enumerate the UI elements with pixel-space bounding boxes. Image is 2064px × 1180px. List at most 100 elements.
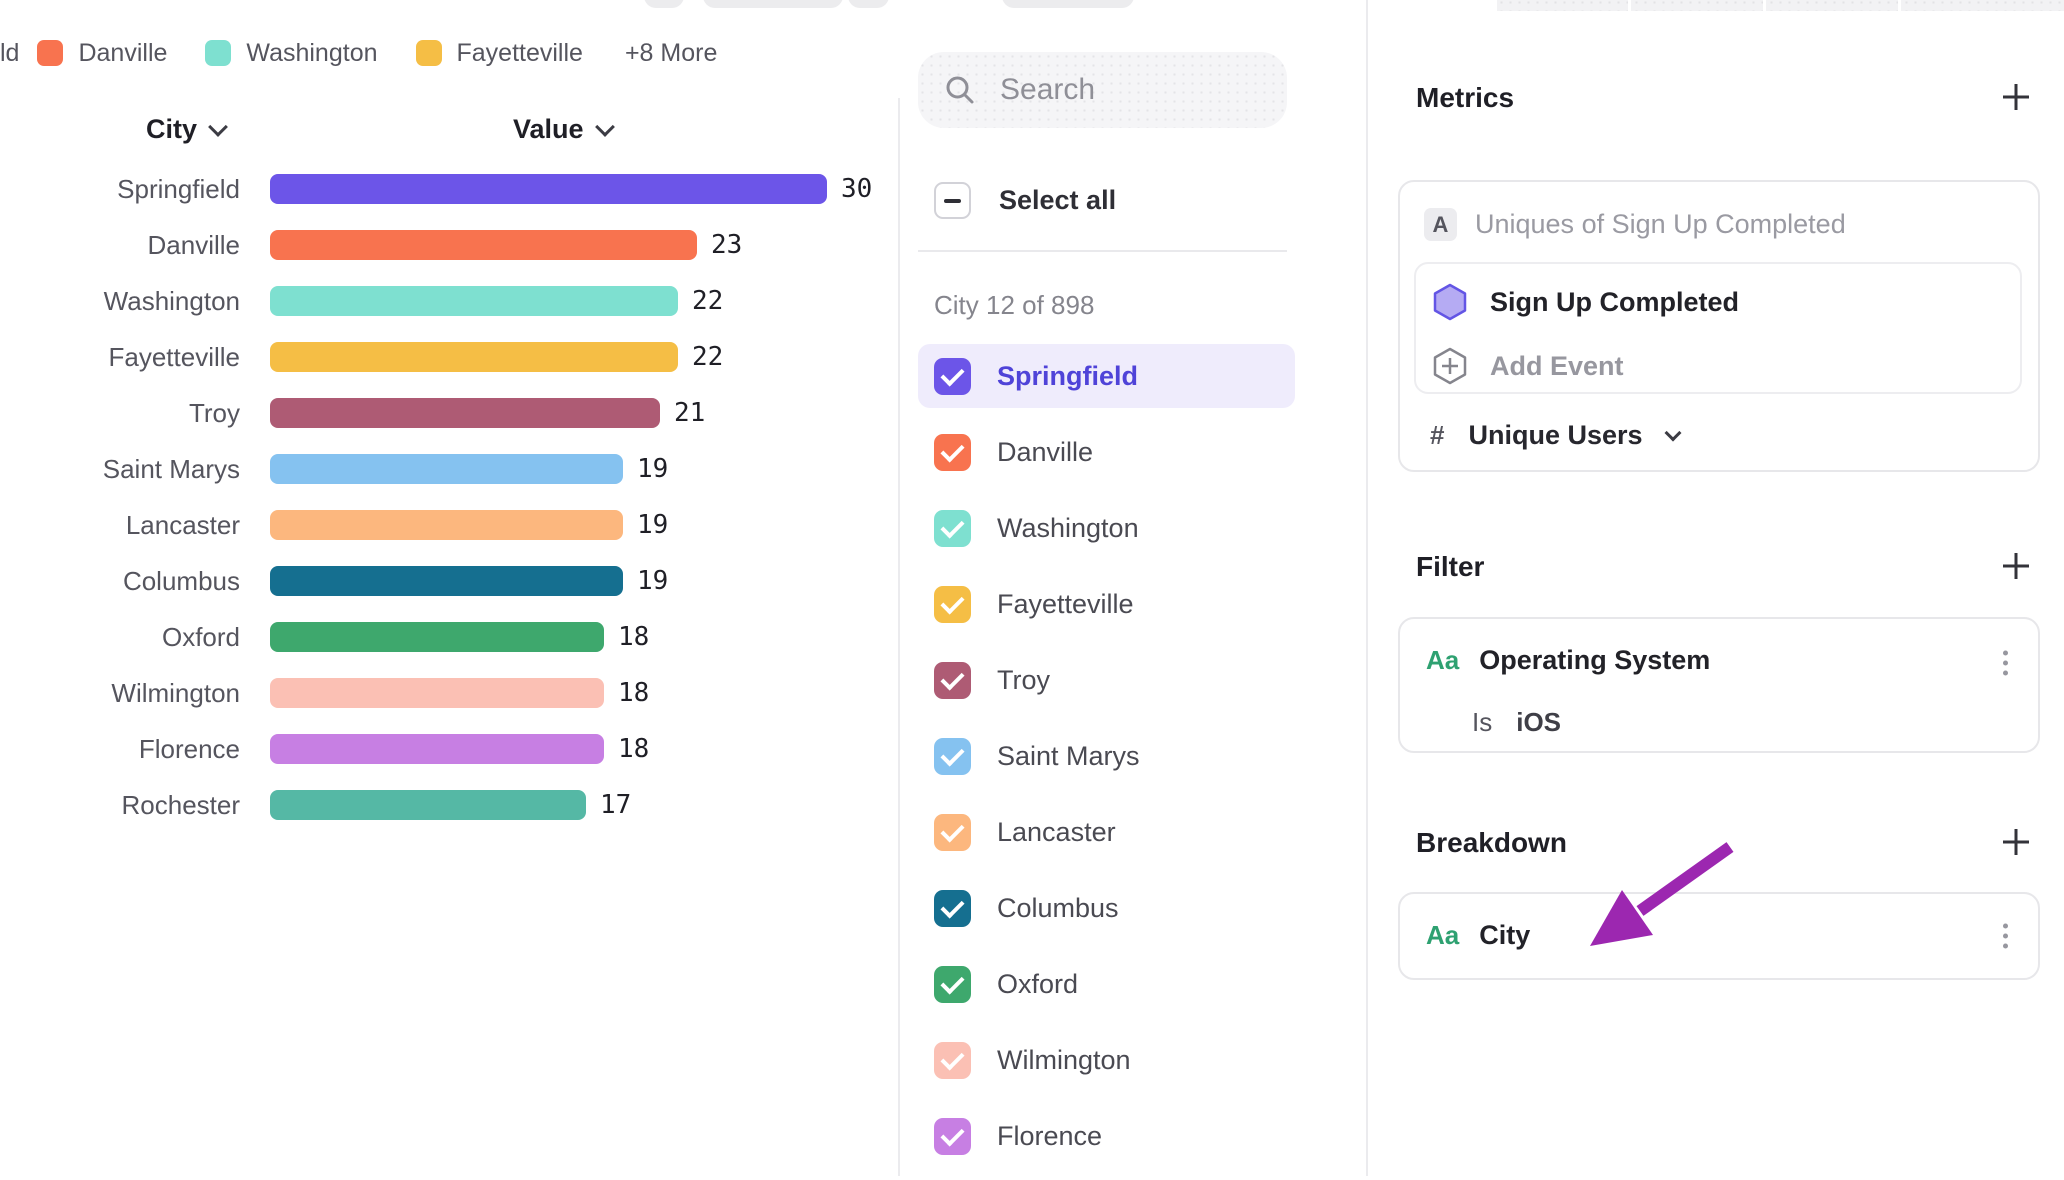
sort-header-city[interactable]: City [146,114,228,145]
breakdown-property-row[interactable]: Aa City [1426,920,1530,951]
breakdown-card: Aa City [1398,892,2040,980]
checkbox-checked-icon[interactable] [934,357,971,395]
panel-divider [1366,0,1368,1176]
checkbox-indeterminate-icon[interactable] [934,182,971,219]
list-item-label: Wilmington [997,1044,1131,1075]
checkbox-checked-icon[interactable] [934,509,971,547]
legend-clipped-label: ld [0,38,20,67]
clipped-segmented-control [1497,0,2064,11]
panel-divider [898,98,900,1176]
clipped-tab [848,0,889,8]
legend-swatch-icon [205,40,232,66]
metric-card: A Uniques of Sign Up Completed Sign Up C… [1398,180,2040,472]
bar [270,398,660,428]
legend-swatch-icon [37,40,64,66]
check-icon [940,361,965,387]
checkbox-checked-icon[interactable] [934,965,971,1003]
checkbox-checked-icon[interactable] [934,433,971,471]
event-row[interactable]: Sign Up Completed [1432,282,1739,322]
list-item[interactable]: Springfield [918,344,1295,408]
list-item[interactable]: Saint Marys [918,724,1295,788]
list-item-label: Lancaster [997,816,1116,847]
bar-value-label: 17 [600,790,632,820]
legend-item-label: Danville [78,38,168,67]
bar-chart: Springfield 30 Danville 23 Washington 22 Fayet… [0,161,872,833]
bar-category-label: Wilmington [111,677,240,708]
chart-row: Fayetteville 22 [0,329,872,385]
clipped-tab [644,0,684,8]
annotation-arrow-icon [1590,842,1734,946]
list-item[interactable]: Wilmington [918,1028,1295,1092]
check-icon [940,437,965,463]
legend-item-label: Fayetteville [456,38,583,67]
bar-value-label: 23 [711,230,743,260]
list-item-label: Fayetteville [997,588,1134,619]
bar-category-label: Danville [147,229,241,260]
search-input[interactable] [998,72,1252,108]
metric-title-row[interactable]: A Uniques of Sign Up Completed [1424,208,1846,241]
check-icon [940,1045,965,1071]
checkbox-checked-icon[interactable] [934,889,971,927]
check-icon [940,589,965,615]
add-filter-button[interactable] [1996,546,2036,586]
clipped-tab [703,0,843,8]
list-item[interactable]: Washington [918,496,1295,560]
chart-row: Washington 22 [0,273,872,329]
chart-row: Saint Marys 19 [0,441,872,497]
list-item[interactable]: Oxford [918,952,1295,1016]
checkbox-checked-icon[interactable] [934,737,971,775]
bar-category-label: Rochester [121,789,241,820]
add-metric-button[interactable] [1996,77,2036,117]
legend-item[interactable]: Danville [37,39,167,68]
bar [270,342,678,372]
legend-item[interactable]: Washington [205,38,378,68]
select-all-label: Select all [999,185,1117,215]
chart-row: Columbus 19 [0,553,872,609]
filter-section-title: Filter [1416,551,1485,582]
check-icon [940,665,965,691]
segment-divider [1763,0,1766,11]
number-type-icon: # [1430,420,1445,450]
list-item-label: Danville [997,436,1094,467]
bar-value-label: 21 [674,398,706,428]
legend-more-button[interactable]: +8 More [624,38,718,67]
sort-header-value[interactable]: Value [513,114,615,145]
bar-value-label: 19 [637,454,669,484]
breakdown-section-title: Breakdown [1416,827,1567,858]
checkbox-checked-icon[interactable] [934,1041,971,1079]
list-item[interactable]: Troy [918,648,1295,712]
search-box[interactable] [918,52,1287,128]
value-column-label: Value [513,114,584,144]
chevron-down-icon [594,116,615,137]
bar-category-label: Florence [138,733,240,764]
list-item[interactable]: Danville [918,420,1295,484]
kebab-menu-icon[interactable] [1997,645,2014,682]
measure-dropdown[interactable]: # Unique Users [1430,420,1682,451]
list-item[interactable]: Fayetteville [918,572,1295,636]
add-event-hexagon-plus-icon [1433,347,1467,385]
checkbox-checked-icon[interactable] [934,813,971,851]
list-item-label: Oxford [997,968,1079,999]
checkbox-checked-icon[interactable] [934,661,971,699]
filter-card: Aa Operating System Is iOS [1398,617,2040,753]
checkbox-checked-icon[interactable] [934,1117,971,1155]
list-item-label: Washington [997,512,1139,543]
select-all-row[interactable]: Select all [934,182,1116,219]
string-type-icon: Aa [1426,645,1460,675]
filter-operator[interactable]: Is [1472,707,1493,737]
list-item[interactable]: Lancaster [918,800,1295,864]
add-breakdown-button[interactable] [1996,822,2036,862]
list-item[interactable]: Columbus [918,876,1295,940]
bar-category-label: Saint Marys [102,453,240,484]
add-event-button[interactable]: Add Event [1432,346,1624,386]
checkbox-checked-icon[interactable] [934,585,971,623]
legend-swatch-icon [415,40,442,66]
legend-item[interactable]: Fayetteville [415,38,583,68]
filter-property-row[interactable]: Aa Operating System [1426,645,1710,676]
legend-item-label: Washington [246,38,378,67]
list-item-label: Saint Marys [997,740,1140,771]
kebab-menu-icon[interactable] [1997,918,2014,955]
filter-value[interactable]: iOS [1516,707,1562,737]
list-item[interactable]: Florence [918,1104,1295,1168]
list-item-label: Florence [997,1120,1103,1151]
